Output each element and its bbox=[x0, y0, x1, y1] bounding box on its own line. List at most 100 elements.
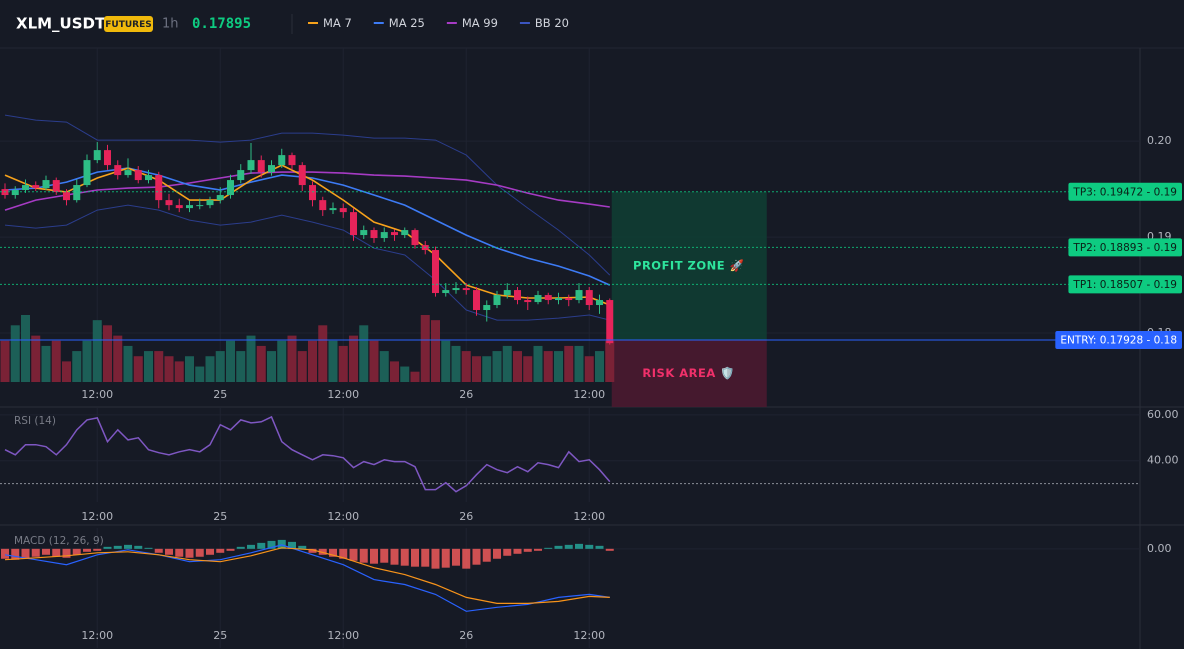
histogram-bar bbox=[564, 544, 573, 549]
legend-label: MA 99 bbox=[462, 16, 498, 30]
volume-bar bbox=[297, 351, 307, 382]
candle-body bbox=[32, 185, 40, 189]
histogram-bar bbox=[359, 548, 368, 563]
candle-body bbox=[11, 190, 19, 196]
legend-label: MA 7 bbox=[323, 16, 352, 30]
histogram-bar bbox=[165, 548, 173, 555]
candle-body bbox=[462, 288, 470, 291]
candle-body bbox=[432, 250, 439, 294]
volume-bar bbox=[564, 345, 574, 382]
histogram-bar bbox=[503, 548, 512, 556]
moving-average bbox=[4, 167, 611, 286]
volume-bar bbox=[451, 345, 461, 382]
candle-body bbox=[350, 212, 357, 236]
histogram-bar bbox=[339, 548, 348, 559]
candle-body bbox=[227, 180, 234, 196]
volume-bar bbox=[574, 345, 584, 382]
candle-body bbox=[83, 160, 91, 186]
histogram-bar bbox=[452, 548, 460, 566]
volume-bar bbox=[0, 340, 10, 382]
candle-body bbox=[155, 175, 163, 201]
x-tick-label: 25 bbox=[213, 510, 227, 523]
volume-bar bbox=[41, 345, 51, 382]
level-label: TP2: 0.18893 - 0.19 bbox=[1072, 242, 1177, 254]
histogram-bar bbox=[113, 545, 122, 549]
volume-bar bbox=[441, 340, 451, 382]
rsi-line bbox=[4, 415, 611, 493]
candle-body bbox=[52, 180, 60, 193]
histogram-bar bbox=[544, 547, 553, 549]
histogram-bar bbox=[462, 548, 471, 569]
candle-body bbox=[442, 290, 450, 294]
candle-body bbox=[544, 295, 552, 301]
candle-body bbox=[319, 200, 327, 211]
candle-body bbox=[196, 205, 204, 207]
moving-average bbox=[4, 171, 610, 211]
candle-body bbox=[134, 170, 142, 181]
candle-body bbox=[206, 200, 214, 206]
level-label-bg bbox=[1068, 238, 1182, 257]
panel-title: MACD (12, 26, 9) bbox=[14, 535, 104, 547]
volume-bar bbox=[103, 325, 112, 382]
candle-body bbox=[493, 295, 501, 306]
volume-bar bbox=[461, 351, 471, 382]
candle-body bbox=[145, 175, 152, 181]
zone-label: RISK AREA 🛡️ bbox=[642, 366, 735, 380]
volume-bar bbox=[502, 345, 512, 382]
histogram-bar bbox=[298, 545, 307, 549]
candle-body bbox=[165, 200, 173, 206]
x-tick-label: 26 bbox=[459, 388, 473, 401]
candle-body bbox=[288, 155, 296, 166]
volume-bar bbox=[82, 340, 92, 382]
volume-bar bbox=[543, 351, 553, 382]
x-tick-label: 12:00 bbox=[81, 510, 113, 523]
histogram-bar bbox=[534, 548, 542, 551]
volume-bar bbox=[236, 351, 246, 382]
volume-bar bbox=[410, 371, 420, 382]
volume-bar bbox=[113, 335, 123, 382]
volume-bar bbox=[92, 320, 102, 382]
histogram-bar bbox=[93, 548, 102, 551]
candle-body bbox=[237, 170, 245, 181]
x-tick-label: 26 bbox=[459, 629, 473, 642]
histogram-bar bbox=[257, 542, 266, 549]
volume-bar bbox=[174, 361, 184, 382]
candle-body bbox=[339, 208, 347, 213]
candle-body bbox=[298, 165, 306, 186]
histogram-bar bbox=[206, 548, 214, 555]
candle-body bbox=[93, 150, 101, 161]
candle-body bbox=[575, 290, 583, 301]
candle-body bbox=[380, 232, 388, 239]
zone-label: PROFIT ZONE 🚀 bbox=[633, 258, 745, 272]
level-label: ENTRY: 0.17928 - 0.18 bbox=[1060, 334, 1177, 346]
volume-bar bbox=[431, 320, 440, 382]
volume-bar bbox=[513, 351, 522, 382]
volume-bar bbox=[215, 351, 225, 382]
volume-bar bbox=[246, 335, 256, 382]
volume-bar bbox=[308, 340, 317, 382]
candle-body bbox=[216, 195, 224, 201]
volume-bar bbox=[205, 356, 215, 382]
histogram-bar bbox=[585, 544, 594, 549]
macd-line bbox=[4, 544, 610, 612]
histogram-bar bbox=[318, 548, 327, 555]
level-label-bg bbox=[1068, 182, 1182, 201]
volume-bar bbox=[349, 335, 358, 382]
x-tick-label: 12:00 bbox=[81, 388, 113, 401]
legend: MA 7 MA 25 MA 99 BB 20 bbox=[308, 16, 569, 30]
interval: 1h bbox=[162, 17, 179, 32]
volume-bar bbox=[359, 325, 369, 382]
histogram-bar bbox=[288, 541, 296, 549]
histogram-bar bbox=[72, 548, 81, 555]
symbol: XLM_USDT bbox=[16, 15, 106, 33]
volume-bar bbox=[164, 356, 174, 382]
volume-bar bbox=[256, 345, 266, 382]
candle-body bbox=[268, 165, 275, 173]
volume-bar bbox=[492, 351, 502, 382]
panel-title: RSI (14) bbox=[14, 415, 56, 427]
candle-body bbox=[247, 160, 255, 171]
volume-bar bbox=[226, 340, 235, 382]
